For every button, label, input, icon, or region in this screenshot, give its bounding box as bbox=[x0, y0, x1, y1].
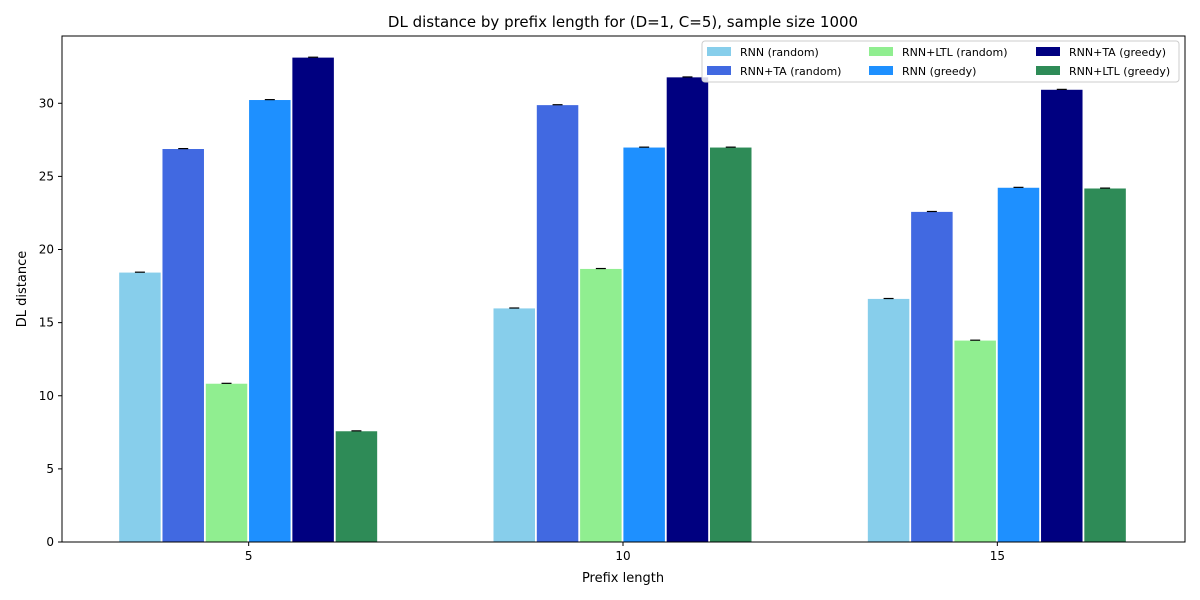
legend-swatch bbox=[1036, 66, 1060, 75]
bar bbox=[709, 146, 753, 543]
plot-area: 0 5 10 15 20 25 30 5 10 15 bbox=[39, 35, 1186, 563]
y-axis-label: DL distance bbox=[15, 251, 30, 327]
y-tick-label: 30 bbox=[39, 96, 54, 110]
x-tick-label: 10 bbox=[615, 549, 630, 563]
bar bbox=[867, 298, 911, 543]
x-tick-label: 15 bbox=[990, 549, 1005, 563]
chart-title: DL distance by prefix length for (D=1, C… bbox=[388, 13, 858, 31]
bar bbox=[665, 76, 709, 543]
y-tick-label: 5 bbox=[46, 462, 54, 476]
bar bbox=[492, 307, 536, 543]
bar bbox=[334, 430, 378, 543]
legend-label: RNN+TA (greedy) bbox=[1069, 46, 1166, 59]
bar bbox=[996, 186, 1041, 543]
bar bbox=[204, 382, 249, 543]
legend-swatch bbox=[869, 47, 893, 56]
legend-swatch bbox=[869, 66, 893, 75]
legend-swatch bbox=[707, 66, 731, 75]
legend: RNN (random) RNN+TA (random) RNN+LTL (rand… bbox=[701, 40, 1180, 83]
bar bbox=[622, 146, 666, 543]
bar bbox=[1040, 88, 1084, 543]
legend-label: RNN+LTL (random) bbox=[902, 46, 1008, 59]
y-tick-label: 20 bbox=[39, 243, 54, 257]
bar bbox=[248, 99, 292, 543]
legend-swatch bbox=[707, 47, 731, 56]
bar bbox=[118, 271, 162, 543]
bar bbox=[579, 268, 623, 543]
bar bbox=[291, 56, 335, 543]
y-tick-label: 15 bbox=[39, 316, 54, 330]
x-axis-label: Prefix length bbox=[582, 571, 664, 586]
legend-label: RNN+TA (random) bbox=[740, 65, 841, 78]
bar bbox=[953, 339, 997, 543]
legend-label: RNN (greedy) bbox=[902, 65, 976, 78]
legend-label: RNN (random) bbox=[740, 46, 819, 59]
y-tick-label: 10 bbox=[39, 389, 54, 403]
y-tick-label: 0 bbox=[46, 535, 54, 549]
legend-swatch bbox=[1036, 47, 1060, 56]
x-tick-label: 5 bbox=[245, 549, 253, 563]
bar bbox=[910, 211, 954, 543]
bar bbox=[1083, 187, 1127, 543]
bar bbox=[536, 104, 580, 543]
legend-label: RNN+LTL (greedy) bbox=[1069, 65, 1170, 78]
bar bbox=[161, 148, 205, 543]
y-tick-label: 25 bbox=[39, 169, 54, 183]
